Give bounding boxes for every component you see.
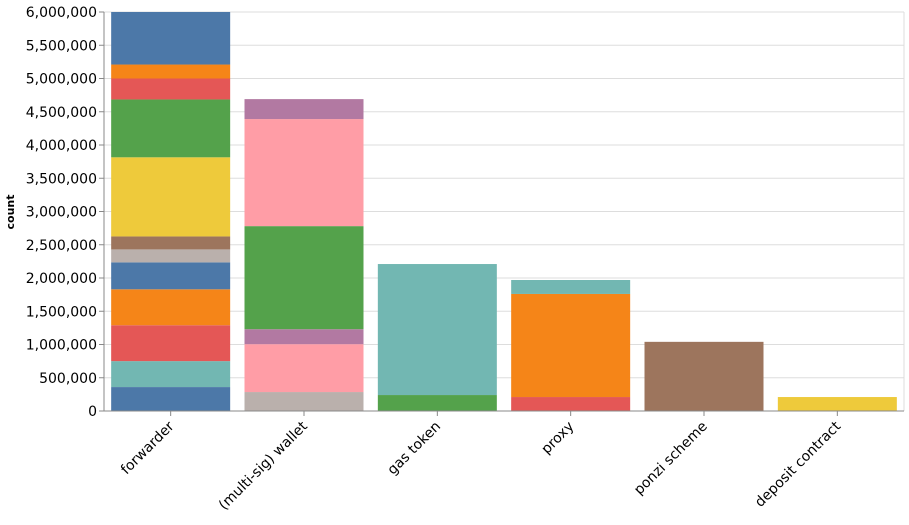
bar-segment — [511, 293, 631, 398]
bar-segment — [777, 397, 897, 411]
bar-segment — [111, 325, 231, 362]
bar-segment — [111, 361, 231, 388]
y-tick-label: 5,500,000 — [26, 38, 97, 54]
bar-segment — [511, 279, 631, 294]
y-tick-label: 1,000,000 — [26, 338, 97, 354]
bar-segment — [111, 157, 231, 237]
bar-segment — [244, 226, 364, 330]
y-tick-label: 6,000,000 — [26, 5, 97, 21]
y-tick-label: 4,000,000 — [26, 138, 97, 154]
bar-segment — [111, 249, 231, 263]
bar-segment — [111, 236, 231, 250]
y-tick-label: 0 — [88, 404, 97, 420]
y-tick-label: 3,000,000 — [26, 205, 97, 221]
bar-segment — [244, 329, 364, 345]
bar-segment — [111, 99, 231, 158]
bar-segment — [377, 395, 497, 411]
bar-segment — [244, 99, 364, 120]
bar-segment — [111, 64, 231, 79]
bar-segment — [244, 344, 364, 393]
bar-segment — [377, 264, 497, 396]
y-tick-label: 1,500,000 — [26, 304, 97, 320]
y-tick-label: 3,500,000 — [26, 171, 97, 187]
bar-segment — [111, 289, 231, 326]
x-tick-label: gas token — [385, 419, 445, 479]
bar-segment — [244, 119, 364, 227]
y-axis-title: count — [4, 195, 17, 230]
bar-segment — [111, 262, 231, 290]
y-tick-label: 2,500,000 — [26, 238, 97, 254]
x-tick-label: deposit contract — [752, 418, 844, 510]
x-tick-label: (multi-sig) wallet — [216, 418, 311, 513]
bar-segment — [111, 78, 231, 100]
y-tick-label: 5,000,000 — [26, 72, 97, 88]
x-tick-label: forwarder — [118, 418, 178, 478]
bar-segment — [111, 387, 231, 411]
bar-segment — [244, 392, 364, 411]
y-tick-label: 4,500,000 — [26, 105, 97, 121]
x-tick-label: proxy — [539, 419, 578, 458]
y-tick-label: 500,000 — [39, 371, 97, 387]
bar-segment — [511, 397, 631, 411]
bar-segment — [111, 12, 231, 65]
y-tick-label: 2,000,000 — [26, 271, 97, 287]
x-tick-label: ponzi scheme — [631, 419, 711, 499]
bar-segment — [644, 341, 764, 411]
